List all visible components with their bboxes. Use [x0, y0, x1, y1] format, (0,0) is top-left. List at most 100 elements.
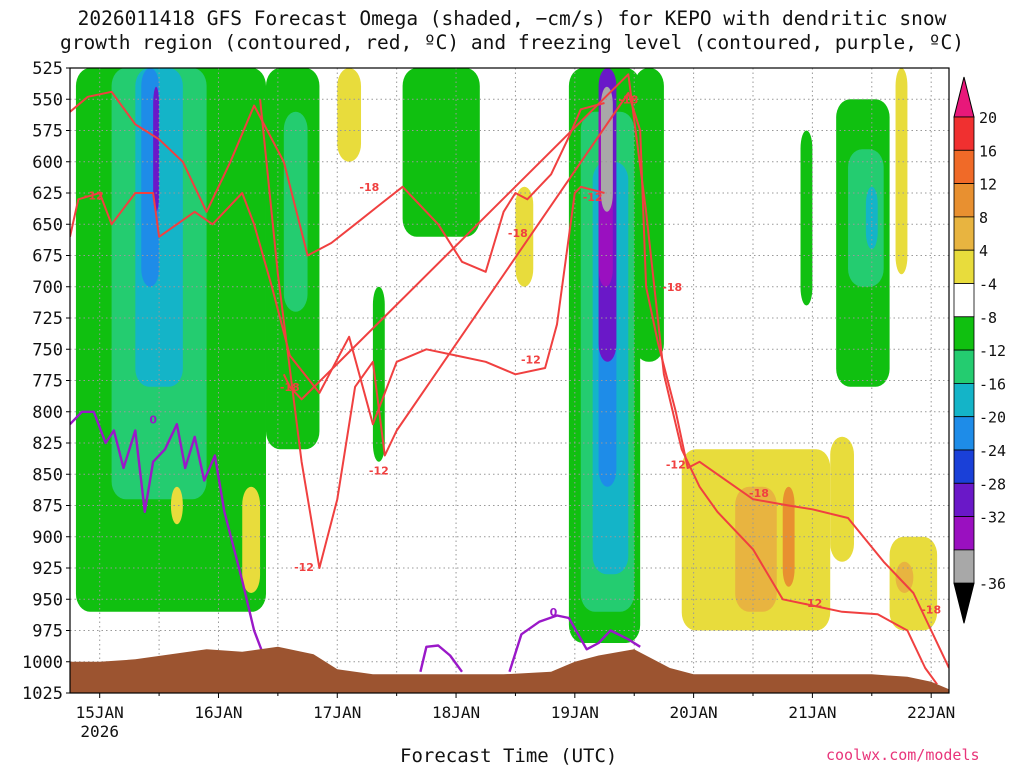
y-tick-label: 825: [32, 434, 63, 454]
x-tick-label: 18JAN: [432, 703, 480, 722]
y-tick-label: 800: [32, 403, 63, 423]
omega-region: [402, 68, 480, 237]
freezing-contour-label: 0: [550, 606, 558, 619]
y-tick-label: 725: [32, 309, 63, 329]
x-tick-sublabel: 2026: [80, 722, 119, 741]
dgz-contour-label: -12: [369, 465, 389, 478]
contour-layer: -12 -18 -12 -18 -12 -18 -12 -12 -18 -18 -12 -18 -12 -…: [70, 73, 949, 685]
dgz-contour-label: -18: [618, 93, 638, 106]
colorbar-label: 20: [979, 109, 997, 127]
y-tick-label: 975: [32, 622, 63, 642]
dgz-contour-label: -12: [521, 353, 541, 366]
omega-region: [634, 68, 664, 362]
y-tick-label: 625: [32, 184, 63, 204]
terrain-layer: [70, 646, 949, 693]
y-tick-label: 675: [32, 247, 63, 267]
y-tick-label: 925: [32, 559, 63, 579]
colorbar-label: -36: [979, 575, 1006, 593]
colorbar-swatch: [953, 183, 975, 218]
y-tick-label: 550: [32, 90, 63, 110]
omega-region: [600, 86, 613, 212]
y-tick-label: 950: [32, 590, 63, 610]
y-tick-label: 1000: [22, 653, 63, 673]
x-tick-label: 16JAN: [194, 703, 242, 722]
y-tick-label: 575: [32, 122, 63, 142]
terrain-fill: [70, 646, 949, 693]
dgz-contour-label: -18: [921, 603, 941, 616]
omega-region: [800, 130, 813, 306]
dgz-contour-label: -12: [802, 597, 822, 610]
y-tick-label: 775: [32, 372, 63, 392]
x-axis-title: Forecast Time (UTC): [400, 745, 618, 767]
colorbar-label: -28: [979, 475, 1006, 493]
x-tick-label: 17JAN: [313, 703, 361, 722]
colorbar-swatch: [953, 249, 975, 284]
colorbar-label: 8: [979, 209, 988, 227]
y-tick-label: 1025: [22, 684, 63, 704]
colorbar-swatch: [953, 482, 975, 517]
omega-region: [895, 561, 914, 593]
x-tick-label: 20JAN: [670, 703, 718, 722]
chart-title-line-2: growth region (contoured, red, ºC) and f…: [60, 31, 964, 54]
colorbar-label: 12: [979, 176, 997, 194]
colorbar-swatch: [953, 283, 975, 318]
colorbar-label: -20: [979, 409, 1006, 427]
x-tick-label: 15JAN: [76, 703, 124, 722]
freezing-level-contour: [70, 410, 268, 663]
colorbar-swatch: [953, 416, 975, 451]
dgz-contour-label: -12: [84, 190, 104, 203]
freezing-level-contour: [419, 644, 463, 673]
dgz-contour-label: -18: [749, 487, 769, 500]
y-axis-labels: 525 550 575 600 625 650 675 700 725 750 775 800 825 8…: [22, 59, 70, 704]
colorbar-label: -32: [979, 509, 1006, 527]
y-tick-label: 900: [32, 528, 63, 548]
colorbar-label: -16: [979, 375, 1006, 393]
omega-region: [170, 486, 183, 525]
omega-region: [153, 86, 160, 212]
credit-text[interactable]: coolwx.com/models: [826, 746, 980, 764]
colorbar-label: -24: [979, 442, 1006, 460]
colorbar-swatch: [953, 216, 975, 251]
y-tick-label: 700: [32, 278, 63, 298]
omega-region: [889, 536, 938, 631]
colorbar-swatch: [953, 449, 975, 484]
colorbar-swatch: [953, 149, 975, 185]
omega-shading-layer: [75, 68, 938, 643]
dgz-contour-label: -18: [508, 227, 528, 240]
colorbar-label: 4: [979, 242, 988, 260]
dgz-minus18-contour: [70, 90, 605, 273]
freezing-contour-label: 0: [149, 413, 157, 426]
y-tick-label: 600: [32, 153, 63, 173]
omega-region: [515, 186, 534, 287]
dgz-contour-label: -12: [666, 458, 686, 471]
y-tick-label: 850: [32, 465, 63, 485]
y-tick-label: 875: [32, 497, 63, 517]
colorbar-top-triangle: [953, 76, 975, 118]
dgz-contour-label: -12: [583, 191, 603, 204]
y-tick-label: 525: [32, 59, 63, 79]
colorbar-swatch: [953, 349, 975, 384]
omega-region: [782, 486, 795, 587]
colorbar-swatch: [953, 382, 975, 418]
colorbar: 20 16 12 8 4 -4 -8 -12 -16 -20 -24 -28 -32 -36: [953, 76, 1006, 624]
dgz-contour-label: -18: [359, 181, 379, 194]
omega-region: [337, 68, 362, 162]
omega-region: [735, 486, 777, 612]
dgz-minus12-lower-contour: [259, 92, 949, 669]
colorbar-label: -4: [979, 276, 997, 294]
omega-region: [830, 436, 854, 562]
x-tick-label: 19JAN: [551, 703, 599, 722]
dgz-contour-label: -12: [294, 561, 314, 574]
colorbar-label: -8: [979, 309, 997, 327]
colorbar-bottom-triangle: [953, 582, 975, 624]
dgz-minus18-lower-contour: [282, 73, 938, 685]
omega-region: [242, 486, 261, 593]
dgz-minus12-contour: [70, 185, 605, 426]
colorbar-swatch: [953, 316, 975, 351]
freezing-level-contour: [508, 614, 641, 673]
y-tick-label: 650: [32, 215, 63, 235]
x-tick-label: 22JAN: [907, 703, 955, 722]
colorbar-swatch: [953, 116, 975, 151]
colorbar-label: -12: [979, 342, 1006, 360]
